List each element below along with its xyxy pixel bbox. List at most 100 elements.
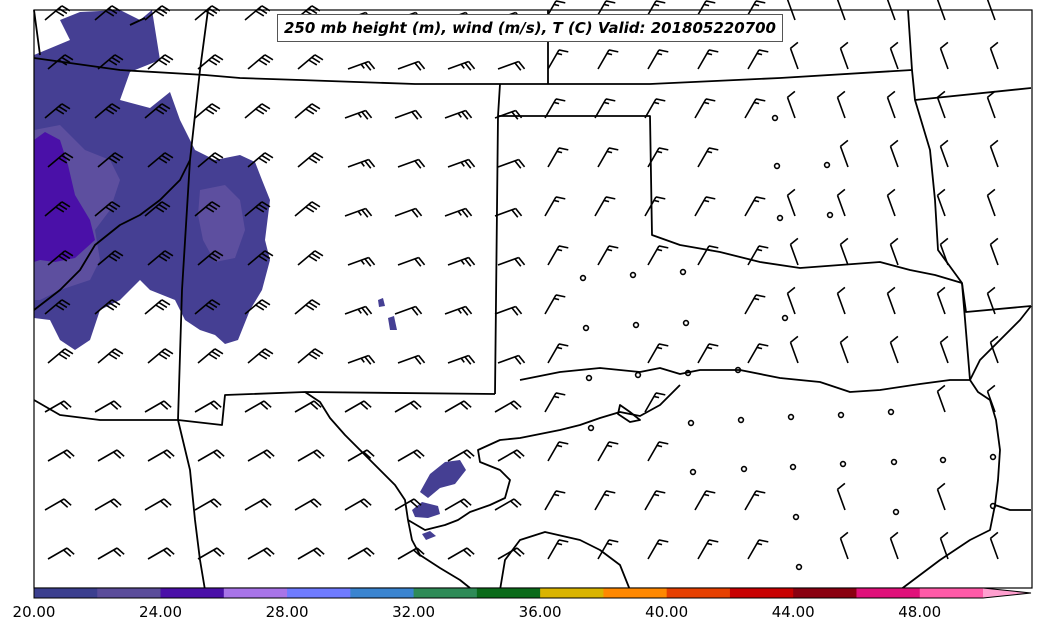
wind-barb [247,348,274,364]
wind-barb [244,201,271,217]
wind-barb [889,41,899,70]
calm-wind-circle [682,319,690,327]
colorbar-tick-label: 36.00 [518,603,562,621]
wind-barb [97,449,125,462]
wind-barb [197,54,224,70]
wind-barb [297,54,324,70]
calm-wind-circle [734,366,742,374]
wind-barb [147,547,175,560]
calm-wind-circle [634,371,642,379]
wind-barb [939,531,949,560]
wind-barb [544,294,566,315]
wind-barb [94,5,121,21]
colorado-south-boundary [33,57,913,85]
state-boundaries [33,9,1032,591]
wind-barb [294,498,322,511]
wind-barb [986,188,996,217]
wind-barb [47,348,74,364]
colorbar-segment [223,588,288,598]
wind-barb [494,305,523,316]
mexico-border-sw [33,399,206,591]
colorbar-segment [729,588,794,598]
wind-barb [297,152,324,168]
wind-barb [97,54,124,70]
wind-barb [97,547,125,560]
colorbar-tick-label: 24.00 [139,603,183,621]
calm-wind-circle [587,424,595,432]
calm-wind-circle [585,374,593,382]
temperature-region-nm-dots [378,298,397,330]
wind-barb [347,449,375,462]
wind-barb [839,237,849,266]
wind-barb [494,400,522,413]
wind-barb [344,305,373,316]
wind-barb [644,98,666,119]
wind-barb [47,250,74,266]
wind-barb [347,60,376,71]
wind-barb [647,441,669,462]
calm-wind-circle [787,413,795,421]
calm-wind-circle [939,456,947,464]
wind-barb [47,54,74,70]
wind-barb [247,250,274,266]
calm-wind-circle [892,508,900,516]
wind-barb [344,498,372,511]
colorbar-segment [287,588,351,598]
wind-barb [147,250,174,266]
colorbar-segment [413,588,478,598]
wind-barb [939,237,949,266]
calm-wind-circle [989,502,997,510]
wind-barb [547,343,569,364]
wind-barb [447,449,475,462]
wind-barb [394,498,422,511]
wind-barb [294,400,322,413]
calm-wind-circle [890,458,898,466]
wind-barb [889,531,899,560]
wind-barb [744,490,766,511]
colorbar-segment [919,588,984,598]
wind-barb [494,498,522,511]
wind-barb [597,147,619,168]
wind-barb [394,109,423,120]
wind-barb [544,196,566,217]
wind-barb [747,49,769,70]
mexico-coast [499,531,631,591]
wind-barb [244,400,272,413]
wind-barb [447,158,476,169]
wind-barb [247,54,274,70]
wind-barb [244,299,271,315]
calm-wind-circle [789,463,797,471]
wind-barb [444,109,473,120]
wind-barb [989,531,999,560]
wind-barb [194,103,221,119]
temperature-region-texas-dot [422,531,436,540]
wind-barb [989,139,999,168]
wind-barb [394,305,423,316]
wind-barb [494,207,523,218]
wind-barb [44,299,71,315]
colorbar [33,587,1032,599]
wind-barb [447,547,475,560]
wind-barb [936,90,946,119]
wind-barb [697,539,719,560]
colorbar-extend-arrow [983,588,1031,598]
wind-barb [397,449,425,462]
wind-barb [886,90,896,119]
calm-wind-circle [989,453,997,461]
calm-wind-circle [684,369,692,377]
wind-barb [394,207,423,218]
wind-barb [97,348,124,364]
wind-barb [294,5,321,21]
wind-barb [94,400,122,413]
wind-barb [347,256,376,267]
map-title: 250 mb height (m), wind (m/s), T (C) Val… [277,14,783,42]
wind-barb [447,256,476,267]
wind-barb [147,54,174,70]
wind-barb [197,449,225,462]
wind-barb [547,441,569,462]
calm-wind-circle [795,563,803,571]
wind-barb [347,158,376,169]
wind-barb [939,139,949,168]
wind-barb [647,343,669,364]
wind-barb [344,207,373,218]
